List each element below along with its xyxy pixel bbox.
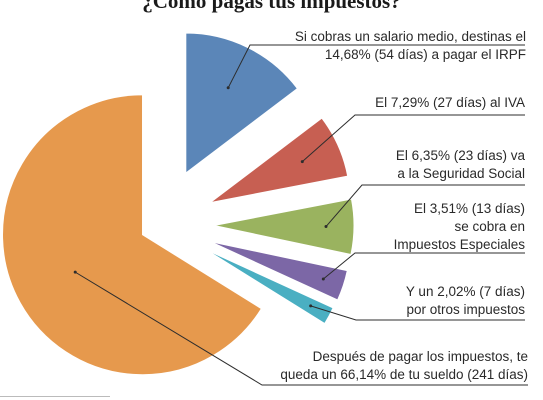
slice-label-line: El 3,51% (13 días) — [413, 201, 525, 216]
slice-label-line: Después de pagar los impuestos, te — [312, 349, 528, 364]
leader-line-1 — [227, 44, 525, 89]
pie-slice-4 — [210, 241, 348, 301]
pie-slice-3 — [213, 198, 355, 256]
leader-dot-6 — [73, 270, 77, 274]
slice-label-line: El 6,35% (23 días) va — [395, 148, 525, 163]
leader-line-4 — [323, 252, 525, 280]
slice-label-3: El 6,35% (23 días) va a la Seguridad Soci… — [396, 147, 525, 183]
leader-dot-4 — [321, 277, 325, 281]
leader-dot-2 — [300, 160, 304, 164]
slice-label-line: queda un 66,14% de tu sueldo (241 días) — [280, 367, 528, 382]
leader-dot-5 — [309, 304, 313, 308]
leader-line-5 — [310, 305, 525, 321]
leader-line-2 — [301, 114, 525, 162]
chart-title: ¿Cómo pagas tus impuestos? — [142, 0, 401, 13]
slice-label-line: Si cobras un salario medio, destinas el — [294, 29, 526, 44]
slice-label-line: Impuestos Especiales — [393, 237, 525, 252]
slice-label-line: 14,68% (54 días) a pagar el IRPF — [324, 47, 526, 62]
slice-label-line: por otros impuestos — [406, 302, 525, 317]
slice-label-line: se cobra en — [454, 219, 525, 234]
leader-line-6 — [74, 271, 528, 386]
slice-label-line: Y un 2,02% (7 días) — [405, 284, 525, 299]
slice-label-line: a la Seguridad Social — [397, 166, 525, 181]
slice-label-line: El 7,29% (27 días) al IVA — [375, 95, 525, 110]
leader-dot-1 — [226, 86, 230, 90]
slice-label-4: El 3,51% (13 días) se cobra en Impuestos E… — [394, 200, 525, 254]
slice-label-6: Después de pagar los impuestos, te queda … — [280, 348, 528, 384]
slice-label-1: Si cobras un salario medio, destinas el 1… — [295, 28, 526, 64]
pie-slice-5 — [205, 249, 334, 325]
slice-label-5: Y un 2,02% (7 días) por otros impuestos — [406, 283, 525, 319]
footer-divider — [0, 396, 110, 397]
slice-label-2: El 7,29% (27 días) al IVA — [375, 94, 525, 112]
leader-line-3 — [325, 184, 525, 227]
leader-dot-3 — [324, 225, 328, 229]
pie-slice-6 — [2, 94, 263, 376]
pie-slice-2 — [209, 117, 349, 204]
